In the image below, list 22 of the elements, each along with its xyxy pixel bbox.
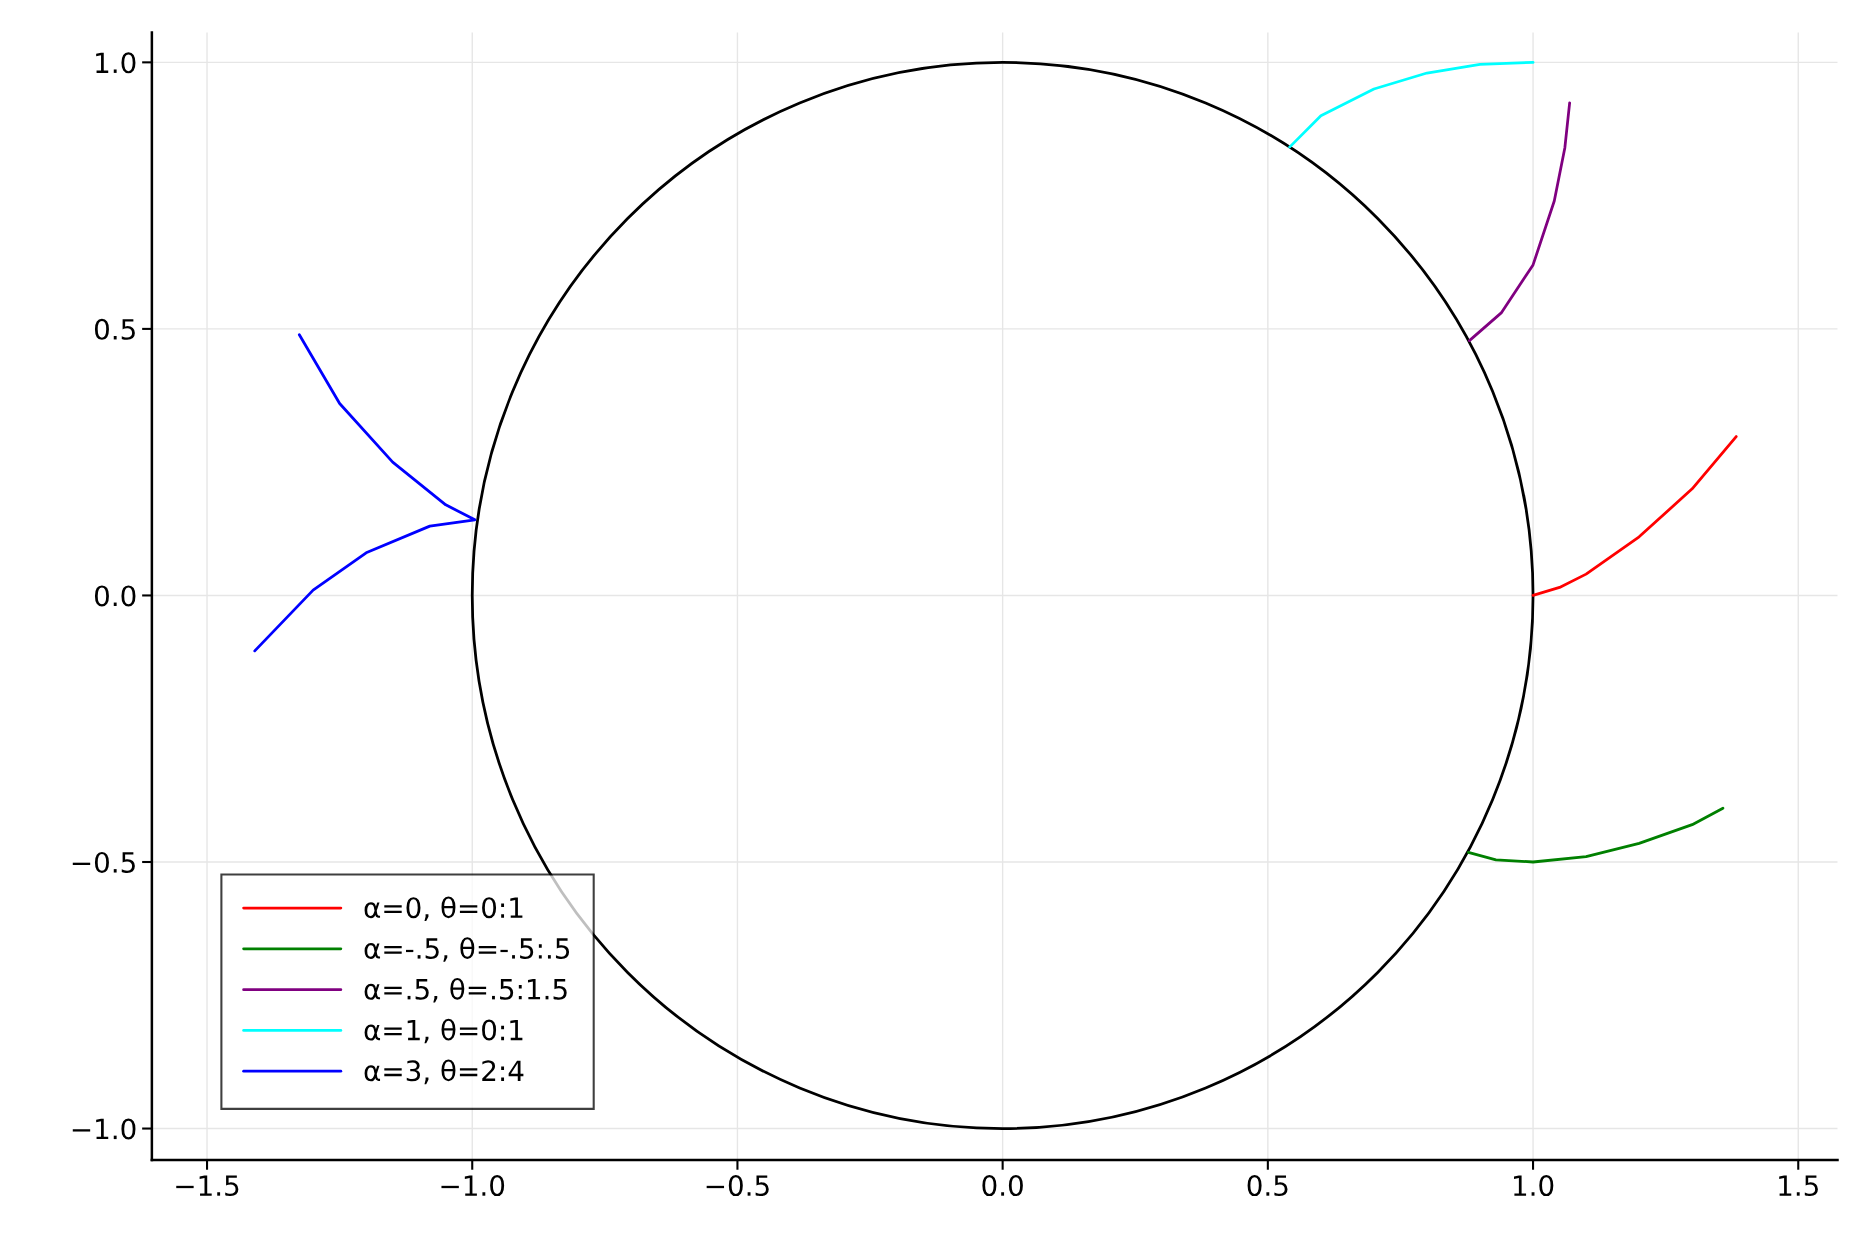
x-tick-label: 0.5 xyxy=(1247,1175,1288,1197)
legend-label: α=-.5, θ=-.5:.5 xyxy=(364,937,570,962)
legend-label: α=1, θ=0:1 xyxy=(364,1018,523,1044)
line-series xyxy=(1466,806,1725,864)
x-tick-label: −1.0 xyxy=(441,1175,505,1197)
line-series xyxy=(1531,435,1738,597)
x-tick-label: 0.0 xyxy=(982,1175,1023,1197)
x-tick-label: 1.0 xyxy=(1514,1175,1554,1197)
y-tick-label: 0.0 xyxy=(94,585,136,607)
line-series xyxy=(253,333,477,653)
y-tick-label: −0.5 xyxy=(72,851,135,873)
y-tick-label: −1.0 xyxy=(72,1118,136,1140)
legend-label: α=3, θ=2:4 xyxy=(364,1059,524,1085)
line-series xyxy=(1288,60,1535,149)
line-series xyxy=(1468,101,1572,343)
x-tick-label: 1.5 xyxy=(1779,1175,1818,1197)
x-tick-label: −0.5 xyxy=(706,1175,769,1197)
y-tick-label: 1.0 xyxy=(96,52,136,74)
x-tick-label: −1.5 xyxy=(176,1175,239,1197)
legend-label: α=0, θ=0:1 xyxy=(364,896,523,922)
legend-label: α=.5, θ=.5:1.5 xyxy=(364,978,567,1003)
y-tick-label: 0.5 xyxy=(94,318,135,340)
